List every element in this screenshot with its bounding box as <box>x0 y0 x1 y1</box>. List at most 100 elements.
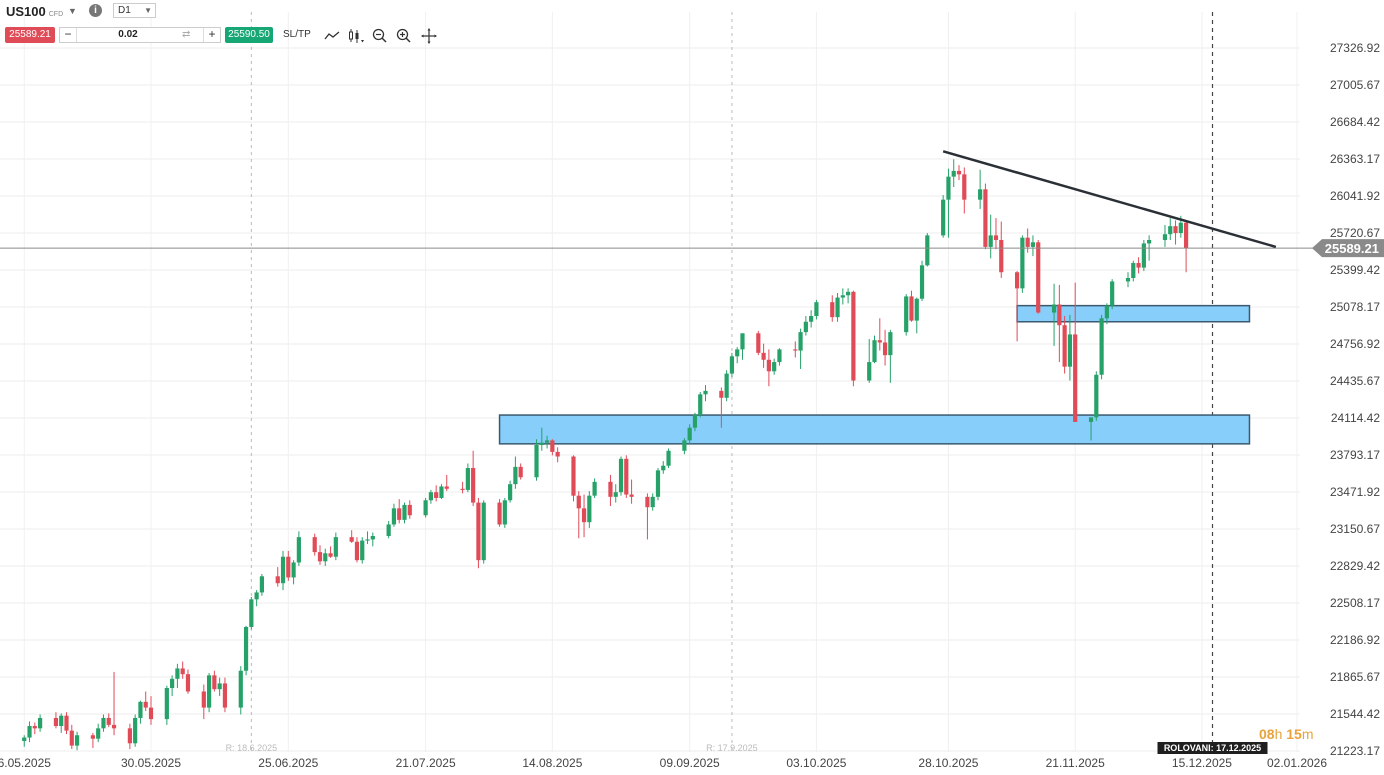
chart-grid <box>0 12 1300 752</box>
time-tick-label: 14.08.2025 <box>522 756 582 770</box>
bull-candle <box>682 440 687 451</box>
bull-candle <box>217 683 222 690</box>
bull-candle <box>925 235 930 266</box>
bull-candle <box>513 466 518 485</box>
countdown-hours: 08 <box>1259 726 1275 742</box>
bear-candle <box>64 715 69 731</box>
bull-candle <box>729 356 735 374</box>
bear-candle <box>518 466 523 478</box>
time-tick-label: 6.05.2025 <box>0 756 51 770</box>
quantity-stepper[interactable]: − 0.02 ⇄ + <box>59 27 221 43</box>
sltp-button[interactable]: SL/TP <box>283 29 311 40</box>
swap-icon[interactable]: ⇄ <box>182 29 191 40</box>
bull-candle <box>777 349 782 363</box>
price-tick-label: 21223.17 <box>1330 744 1380 758</box>
bull-candle <box>835 297 840 318</box>
resistance-trendline <box>942 150 1277 249</box>
current-price-line: 25589.21 <box>0 239 1384 258</box>
bull-candle <box>919 265 925 299</box>
line-chart-icon[interactable] <box>323 27 341 45</box>
bear-candle <box>624 458 629 495</box>
current-price-label: 25589.21 <box>1325 241 1379 256</box>
bear-candle <box>793 349 798 351</box>
bear-candle <box>962 174 967 200</box>
bull-candle <box>1131 263 1136 278</box>
bear-candle <box>629 494 634 497</box>
price-tick-label: 25078.17 <box>1330 300 1380 314</box>
symbol-selector[interactable]: US100 CFD <box>6 4 63 19</box>
chevron-down-icon: ▼ <box>144 6 152 15</box>
bear-candle <box>993 235 999 240</box>
bull-candle <box>22 737 27 741</box>
trendlines[interactable] <box>942 150 1277 249</box>
price-tick-label: 22829.42 <box>1330 559 1380 573</box>
price-axis[interactable]: 27326.92 27005.67 26684.42 26363.17 26041.92… <box>1330 41 1380 758</box>
bear-candle <box>312 537 317 553</box>
decrease-button[interactable]: − <box>60 28 77 42</box>
bull-candle <box>243 626 249 671</box>
time-axis[interactable]: 6.05.2025 30.05.2025 25.06.2025 21.07.2025 1… <box>0 756 1327 770</box>
price-tick-label: 21544.42 <box>1330 707 1380 721</box>
bear-candle <box>317 552 323 562</box>
bull-candle <box>592 481 597 496</box>
bull-candle <box>867 362 872 381</box>
bull-candle <box>772 362 777 372</box>
bull-candle <box>1104 305 1109 319</box>
increase-button[interactable]: + <box>203 28 220 42</box>
candlestick-icon[interactable] <box>347 27 365 45</box>
price-tick-label: 26684.42 <box>1330 115 1380 129</box>
bull-candle <box>978 189 983 200</box>
price-tick-label: 24435.67 <box>1330 374 1380 388</box>
bull-candle <box>650 496 655 508</box>
candle-countdown: 08h 15m <box>1259 726 1314 742</box>
bull-candle <box>655 470 661 497</box>
sell-button[interactable]: 25589.21 <box>5 27 55 43</box>
bear-candle <box>354 541 360 561</box>
bull-candle <box>138 701 143 718</box>
bear-candle <box>32 726 37 729</box>
bear-candle <box>608 481 613 497</box>
candles <box>22 159 1189 751</box>
bull-candle <box>74 735 80 746</box>
bull-candle <box>803 321 808 333</box>
price-tick-label: 23793.17 <box>1330 448 1380 462</box>
bear-candle <box>645 496 650 508</box>
bear-candle <box>434 492 439 498</box>
price-tick-label: 26041.92 <box>1330 189 1380 203</box>
bull-candle <box>323 553 328 562</box>
bull-candle <box>481 502 486 561</box>
bull-candle <box>1110 281 1115 306</box>
bull-candle <box>333 537 338 557</box>
buy-button[interactable]: 25590.50 <box>225 27 273 43</box>
bull-candle <box>259 576 265 593</box>
bear-candle <box>999 239 1004 273</box>
bull-candle <box>280 556 286 584</box>
bear-candle <box>148 707 154 720</box>
bull-candle <box>439 486 444 498</box>
bull-candle <box>1094 374 1099 418</box>
bear-candle <box>719 390 724 398</box>
bear-candle <box>497 502 502 525</box>
bull-candle <box>360 540 365 561</box>
bear-candle <box>185 674 191 692</box>
zoom-in-icon[interactable] <box>395 27 413 45</box>
bear-candle <box>956 170 962 175</box>
support-zone <box>1016 304 1251 323</box>
bull-candle <box>370 535 375 540</box>
zoom-out-icon[interactable] <box>371 27 389 45</box>
bull-candle <box>544 440 550 443</box>
price-tick-label: 22186.92 <box>1330 633 1380 647</box>
bull-candle <box>840 295 845 298</box>
bull-candle <box>37 717 43 729</box>
quantity-input[interactable]: 0.02 <box>118 29 138 40</box>
bear-candle <box>1073 334 1078 422</box>
info-icon[interactable]: i <box>89 4 102 17</box>
support-zones[interactable] <box>498 304 1251 445</box>
bull-candle <box>402 504 407 520</box>
bear-candle <box>550 440 555 452</box>
timeframe-select[interactable]: D1 ▼ <box>113 3 156 18</box>
bear-candle <box>349 537 354 542</box>
crosshair-move-icon[interactable] <box>420 27 438 45</box>
chevron-down-icon[interactable]: ▼ <box>68 6 77 16</box>
